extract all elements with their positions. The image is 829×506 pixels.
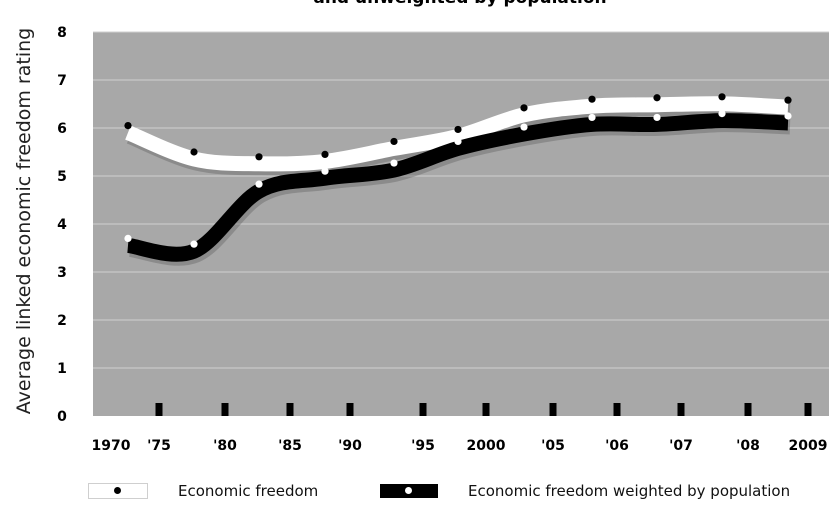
data-point [454, 125, 462, 134]
legend: Economic freedom Economic freedom weight… [0, 482, 829, 506]
y-tick-label: 8 [57, 25, 67, 41]
legend-item-weighted: Economic freedom weighted by population [380, 482, 790, 500]
data-point [718, 110, 726, 118]
data-point [588, 95, 596, 103]
x-tick-marker [804, 403, 812, 416]
chart-title: and unweighted by population [200, 0, 720, 8]
y-tick-label: 6 [57, 121, 67, 137]
x-tick-label: '06 [605, 438, 629, 454]
x-tick-label: '95 [411, 438, 435, 454]
y-tick-label: 3 [57, 265, 67, 281]
x-tick-label: '80 [213, 438, 237, 454]
x-tick-marker [346, 403, 354, 416]
data-point [124, 234, 132, 242]
legend-label: Economic freedom [178, 482, 319, 500]
data-point [520, 123, 528, 131]
y-tick-label: 0 [57, 409, 67, 425]
data-point [653, 113, 661, 122]
data-point [321, 167, 329, 175]
x-tick-label: '75 [147, 438, 171, 454]
x-tick-marker [677, 403, 685, 416]
data-point [454, 137, 462, 146]
x-tick-marker [286, 403, 294, 416]
data-point [784, 96, 792, 104]
y-tick-label: 7 [57, 73, 67, 89]
y-tick-label: 1 [57, 361, 67, 377]
x-tick-marker [419, 403, 427, 416]
x-tick-label: '90 [338, 438, 362, 454]
data-point [255, 153, 263, 161]
legend-swatch-black-line [380, 484, 438, 498]
y-tick-label: 5 [57, 169, 67, 185]
data-point [520, 104, 528, 112]
data-point [321, 150, 329, 158]
y-tick-label: 4 [57, 217, 67, 233]
data-point [784, 112, 792, 120]
x-tick-label: 2000 [467, 438, 506, 454]
legend-label: Economic freedom weighted by population [468, 482, 791, 500]
data-point [653, 94, 661, 102]
x-tick-marker [549, 403, 557, 416]
x-tick-label: '07 [669, 438, 693, 454]
x-tick-marker [221, 403, 229, 416]
data-point [390, 159, 398, 167]
data-point [190, 148, 198, 156]
y-tick-label: 2 [57, 313, 67, 329]
series-economic-freedom-line [125, 96, 789, 172]
series-weighted-by-population-line [126, 113, 789, 262]
x-tick-marker [744, 403, 752, 416]
data-point [390, 137, 398, 146]
data-point [124, 122, 132, 130]
data-point [190, 240, 198, 248]
x-tick-label: '85 [278, 438, 302, 454]
x-tick-label: '08 [736, 438, 760, 454]
data-point [718, 93, 726, 101]
legend-swatch-white-line [88, 483, 148, 499]
x-tick-label: 2009 [789, 438, 828, 454]
x-tick-marker [613, 403, 621, 416]
data-point [255, 180, 263, 188]
data-point [588, 113, 596, 122]
x-tick-label: 1970 [92, 438, 131, 454]
legend-item-economic-freedom: Economic freedom [88, 482, 318, 500]
line-chart: 0 1 2 3 4 5 6 7 8 1970 '75 '80 '85 '90 '95 2000 '05 '06 '0… [57, 25, 829, 454]
x-tick-marker [155, 403, 163, 416]
x-tick-label: '05 [541, 438, 565, 454]
x-tick-marker [482, 403, 490, 416]
